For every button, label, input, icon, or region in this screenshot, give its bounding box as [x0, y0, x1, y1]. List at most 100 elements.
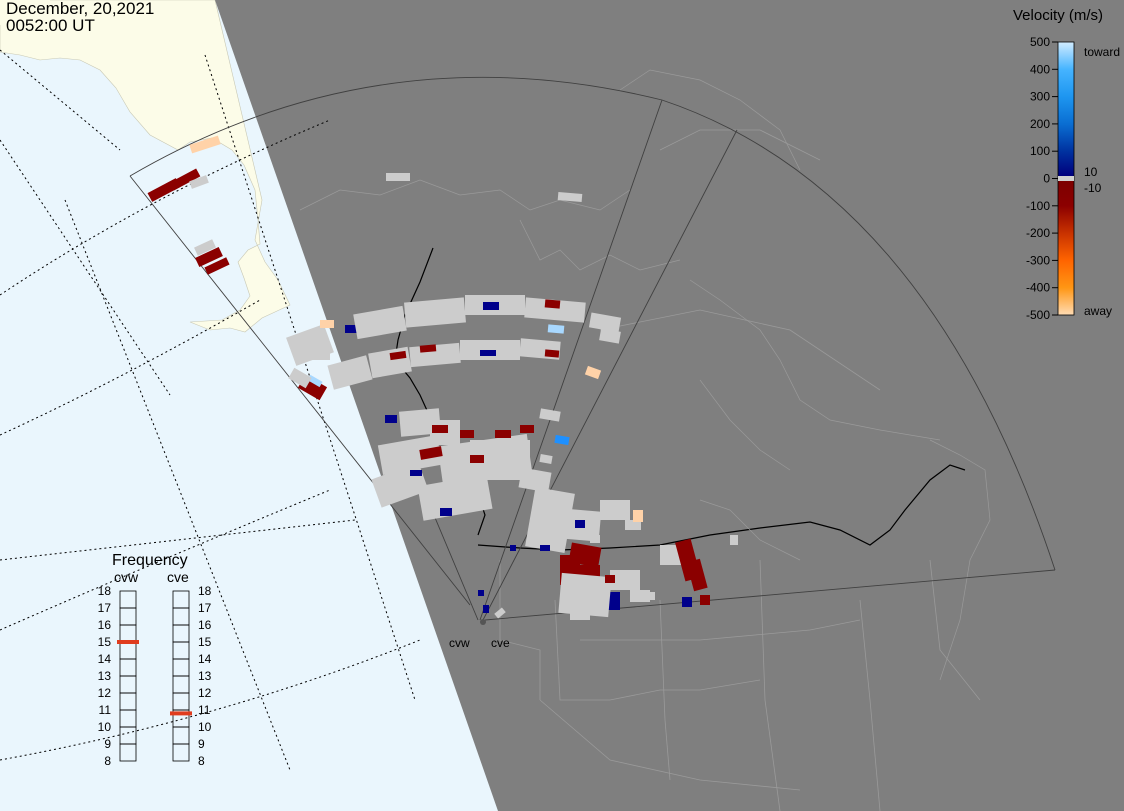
backscatter-cell — [518, 467, 552, 493]
frequency-tick-label-right: 11 — [198, 703, 211, 717]
velocity-legend: Velocity (m/s) 500 400 300 200 100 0 -100 -200 -… — [1013, 7, 1120, 322]
velocity-minus-ten-label: -10 — [1084, 181, 1102, 195]
backscatter-cell — [682, 597, 692, 607]
backscatter-cell — [380, 490, 390, 498]
frequency-tick-label-left: 14 — [98, 652, 112, 666]
frequency-tick-label-right: 16 — [198, 618, 212, 632]
frequency-tick-label-left: 17 — [98, 601, 112, 615]
backscatter-cell — [417, 474, 493, 521]
backscatter-cell — [700, 595, 710, 605]
backscatter-cell — [419, 446, 443, 460]
frequency-tick-label-right: 15 — [198, 635, 212, 649]
backscatter-cell — [510, 545, 516, 551]
backscatter-cell — [460, 430, 474, 438]
radar-label-cvw: cvw — [449, 636, 470, 650]
backscatter-cell — [189, 135, 221, 154]
backscatter-cell — [419, 344, 437, 353]
velocity-tick-label: -200 — [1026, 226, 1050, 240]
velocity-tick-label: 500 — [1030, 35, 1050, 49]
backscatter-cell — [544, 299, 561, 309]
lat-lon-grid — [0, 49, 421, 771]
backscatter-cell — [540, 545, 550, 551]
backscatter-cell — [494, 607, 506, 619]
velocity-tick-label: -300 — [1026, 253, 1050, 267]
backscatter-cell — [478, 590, 484, 596]
backscatter-cell — [633, 510, 643, 522]
backscatter-cell — [195, 246, 223, 268]
arctic-coast-land — [0, 0, 60, 30]
frequency-legend: Frequency cvw cve 18 18 17 17 16 16 15 15 14 14 13… — [98, 552, 212, 768]
backscatter-cells — [147, 135, 738, 620]
backscatter-cell — [544, 349, 560, 358]
backscatter-cell — [590, 535, 600, 543]
backscatter-cell — [524, 297, 586, 323]
velocity-plus-ten-label: 10 — [1084, 165, 1098, 179]
velocity-legend-title: Velocity (m/s) — [1013, 7, 1103, 24]
velocity-tick-label: 0 — [1043, 172, 1050, 186]
backscatter-cell — [377, 435, 443, 475]
frequency-tick-label-right: 8 — [198, 754, 205, 768]
alaska-land — [0, 0, 291, 333]
backscatter-cell — [410, 470, 422, 476]
backscatter-cell — [610, 570, 640, 590]
velocity-toward-label: toward — [1084, 45, 1120, 59]
backscatter-cell — [686, 558, 708, 592]
backscatter-cell — [353, 305, 407, 340]
frequency-radar-label-cvw: cvw — [114, 569, 139, 585]
backscatter-cell — [300, 345, 330, 360]
backscatter-cell — [327, 355, 373, 390]
backscatter-cell — [645, 592, 655, 600]
frequency-tick-label-right: 17 — [198, 601, 212, 615]
backscatter-cell — [539, 408, 561, 422]
radar-site-marker — [480, 619, 486, 625]
frequency-legend-title: Frequency — [112, 552, 188, 569]
frequency-tick-label-left: 12 — [98, 686, 112, 700]
backscatter-cell — [547, 324, 565, 334]
velocity-tick-label: 200 — [1030, 117, 1050, 131]
frequency-bar-cell — [172, 743, 190, 762]
frequency-tick-label-left: 18 — [98, 584, 112, 598]
backscatter-cell — [588, 312, 622, 333]
backscatter-cell — [345, 325, 357, 333]
frequency-marker-cvw — [117, 640, 139, 644]
frequency-tick-label-left: 8 — [104, 754, 111, 768]
frequency-bar-cell — [119, 743, 137, 762]
frequency-radar-label-cve: cve — [167, 569, 189, 585]
backscatter-cell — [600, 500, 630, 520]
backscatter-cell — [570, 595, 590, 620]
frequency-marker-cve — [170, 711, 192, 716]
frequency-tick-label-left: 10 — [98, 720, 112, 734]
backscatter-cell — [204, 257, 230, 275]
frequency-tick-label-left: 9 — [104, 737, 111, 751]
velocity-tick-label: -100 — [1026, 199, 1050, 213]
backscatter-cell — [386, 173, 410, 181]
backscatter-cell — [539, 454, 553, 464]
backscatter-cell — [554, 434, 570, 446]
night-region — [215, 0, 1124, 811]
frequency-tick-label-right: 18 — [198, 584, 212, 598]
backscatter-cell — [480, 350, 496, 356]
backscatter-cell — [320, 320, 334, 328]
backscatter-cell — [730, 535, 738, 545]
velocity-away-label: away — [1084, 304, 1112, 318]
backscatter-cell — [432, 425, 448, 433]
backscatter-cell — [385, 415, 397, 423]
time-label: 0052:00 UT — [6, 16, 95, 35]
backscatter-cell — [568, 542, 602, 568]
backscatter-cell — [470, 455, 484, 463]
backscatter-cell — [483, 605, 489, 613]
frequency-tick-label-left: 11 — [99, 703, 112, 717]
frequency-tick-label-right: 12 — [198, 686, 212, 700]
backscatter-cell — [605, 575, 615, 583]
velocity-zero-band — [1058, 176, 1074, 181]
frequency-tick-label-right: 9 — [198, 737, 205, 751]
backscatter-cell — [389, 350, 407, 361]
backscatter-cell — [625, 520, 641, 530]
backscatter-cell — [404, 297, 466, 328]
backscatter-cell — [189, 175, 209, 189]
backscatter-cell — [520, 425, 534, 433]
backscatter-cell — [483, 302, 499, 310]
frequency-tick-label-left: 16 — [98, 618, 112, 632]
backscatter-cell — [599, 328, 621, 344]
